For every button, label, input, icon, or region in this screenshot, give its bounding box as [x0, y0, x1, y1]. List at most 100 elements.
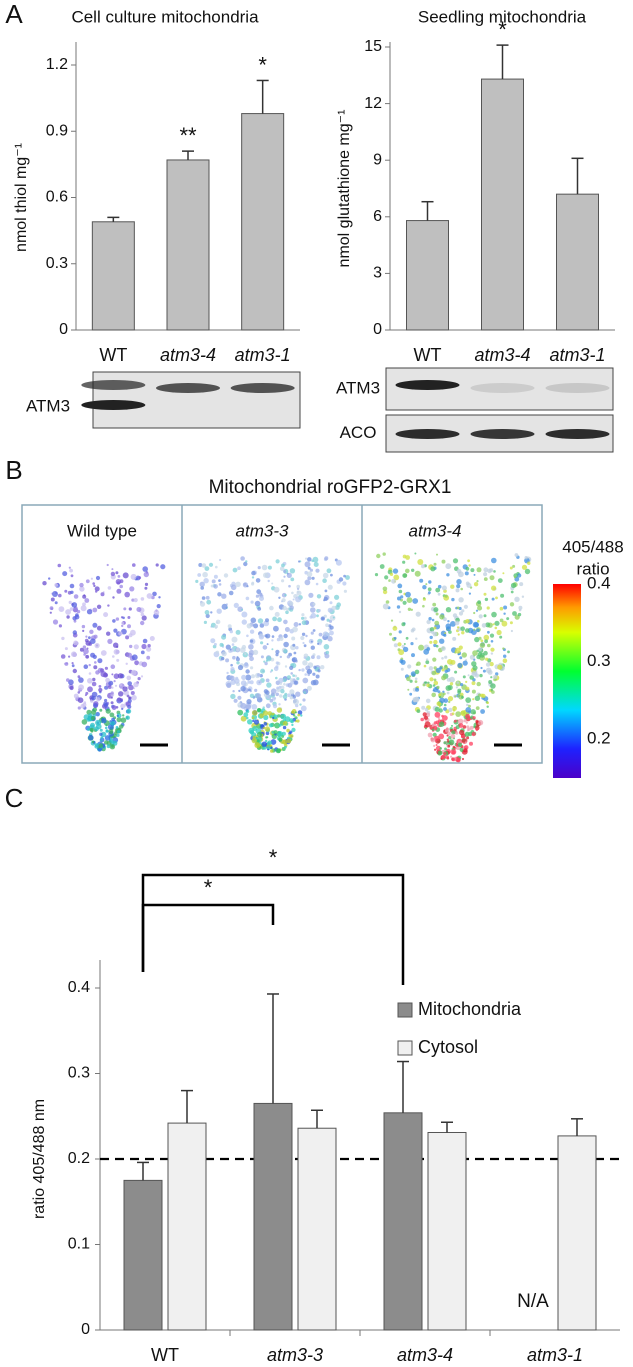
root-fluorescence: [127, 681, 132, 686]
root-fluorescence: [278, 737, 283, 742]
root-fluorescence: [131, 598, 135, 602]
root-fluorescence: [79, 647, 84, 652]
root-fluorescence: [521, 564, 528, 570]
root-fluorescence: [117, 730, 121, 734]
chart-title: Cell culture mitochondria: [71, 7, 259, 26]
root-fluorescence: [257, 607, 262, 611]
root-fluorescence: [156, 604, 161, 609]
root-fluorescence: [94, 744, 99, 749]
root-fluorescence: [435, 667, 441, 674]
root-fluorescence: [246, 634, 249, 638]
root-fluorescence: [73, 594, 79, 599]
root-fluorescence: [104, 726, 108, 730]
root-fluorescence: [462, 725, 467, 729]
x-tick-label: WT: [151, 1345, 179, 1365]
root-fluorescence: [260, 668, 266, 674]
root-fluorescence: [447, 620, 450, 623]
root-fluorescence: [281, 600, 283, 603]
root-fluorescence: [325, 650, 330, 655]
root-fluorescence: [251, 716, 255, 720]
panel-title: Mitochondrial roGFP2-GRX1: [209, 477, 452, 498]
root-fluorescence: [448, 700, 451, 704]
root-fluorescence: [283, 570, 287, 573]
root-fluorescence: [456, 606, 460, 610]
root-fluorescence: [440, 630, 447, 636]
root-fluorescence: [458, 723, 464, 728]
root-fluorescence: [218, 583, 222, 586]
root-fluorescence: [311, 576, 315, 580]
root-fluorescence: [259, 713, 264, 719]
root-fluorescence: [434, 748, 437, 751]
root-fluorescence: [495, 596, 498, 600]
root-fluorescence: [469, 654, 475, 660]
root-fluorescence: [345, 575, 350, 580]
root-fluorescence: [125, 635, 130, 640]
root-fluorescence: [426, 619, 431, 625]
root-fluorescence: [436, 701, 442, 707]
root-fluorescence: [451, 730, 456, 735]
root-fluorescence: [295, 646, 299, 650]
bar: [123, 1179, 163, 1331]
error-bar: [311, 1109, 323, 1129]
root-fluorescence: [101, 716, 104, 719]
root-fluorescence: [415, 611, 421, 617]
root-fluorescence: [510, 590, 514, 594]
root-fluorescence: [471, 629, 477, 635]
root-fluorescence: [89, 629, 94, 634]
root-fluorescence: [235, 657, 240, 662]
root-fluorescence: [80, 605, 87, 612]
root-fluorescence: [250, 600, 254, 604]
root-fluorescence: [113, 680, 116, 683]
root-fluorescence: [143, 571, 149, 578]
root-fluorescence: [205, 613, 210, 619]
root-fluorescence: [248, 727, 255, 734]
root-fluorescence: [465, 707, 472, 713]
root-fluorescence: [491, 585, 497, 591]
root-fluorescence: [312, 629, 316, 632]
root-fluorescence: [431, 670, 437, 676]
root-fluorescence: [84, 694, 87, 697]
root-fluorescence: [110, 664, 116, 669]
root-fluorescence: [149, 636, 155, 641]
root-fluorescence: [131, 694, 137, 701]
root-fluorescence: [490, 640, 494, 643]
root-fluorescence: [374, 573, 379, 577]
root-fluorescence: [142, 638, 148, 644]
root-fluorescence: [459, 729, 465, 736]
root-fluorescence: [480, 639, 484, 643]
root-fluorescence: [411, 653, 415, 658]
root-fluorescence: [250, 639, 254, 643]
root-fluorescence: [113, 642, 119, 648]
root-fluorescence: [268, 723, 274, 728]
root-fluorescence: [107, 586, 112, 590]
root-fluorescence: [160, 564, 166, 570]
root-fluorescence: [425, 660, 430, 665]
root-fluorescence: [273, 666, 279, 672]
root-fluorescence: [92, 677, 96, 682]
root-fluorescence: [439, 697, 445, 704]
root-fluorescence: [427, 732, 433, 738]
root-fluorescence: [116, 717, 122, 723]
root-fluorescence: [329, 630, 334, 636]
root-fluorescence: [266, 736, 269, 739]
root-fluorescence: [473, 622, 479, 628]
root-fluorescence: [93, 665, 98, 670]
blot-band: [470, 429, 535, 439]
root-fluorescence: [465, 680, 468, 684]
root-fluorescence: [123, 607, 127, 611]
root-fluorescence: [121, 707, 124, 711]
root-fluorescence: [463, 748, 468, 753]
root-fluorescence: [127, 704, 132, 709]
root-fluorescence: [112, 655, 115, 658]
root-fluorescence: [405, 555, 410, 560]
root-fluorescence: [307, 557, 312, 562]
root-fluorescence: [241, 608, 244, 611]
root-fluorescence: [431, 692, 437, 698]
root-fluorescence: [406, 597, 413, 603]
blot-band: [81, 400, 146, 410]
root-fluorescence: [95, 575, 101, 581]
y-tick-label: 0: [81, 1321, 90, 1338]
root-fluorescence: [471, 689, 476, 694]
root-fluorescence: [210, 638, 216, 644]
root-fluorescence: [265, 678, 270, 683]
